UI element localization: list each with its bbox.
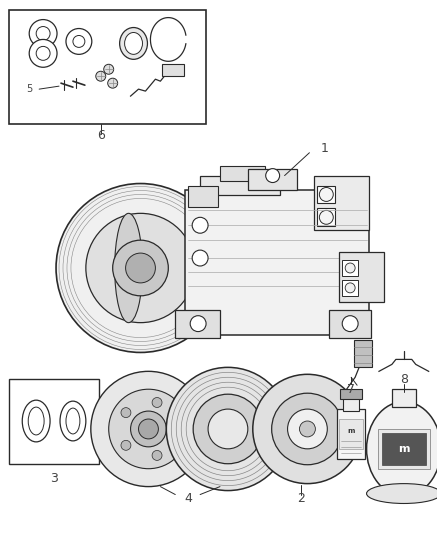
Text: 6: 6	[97, 130, 105, 142]
Text: 5: 5	[26, 84, 32, 94]
Bar	[337, 409, 365, 459]
Circle shape	[345, 263, 355, 273]
Ellipse shape	[60, 401, 86, 441]
Ellipse shape	[66, 408, 80, 434]
Circle shape	[342, 316, 358, 332]
Bar	[188, 185, 218, 207]
Circle shape	[319, 211, 333, 224]
Text: 1: 1	[320, 142, 328, 155]
Ellipse shape	[124, 33, 142, 54]
Circle shape	[66, 29, 92, 54]
Circle shape	[104, 64, 114, 74]
Bar	[343, 397, 359, 411]
Circle shape	[29, 39, 57, 67]
Circle shape	[300, 421, 315, 437]
Ellipse shape	[115, 213, 142, 322]
Circle shape	[113, 240, 168, 296]
Bar	[339, 252, 384, 302]
Circle shape	[190, 316, 206, 332]
Ellipse shape	[28, 407, 44, 435]
Bar	[354, 340, 372, 367]
Text: 8: 8	[400, 373, 408, 386]
Bar	[9, 10, 206, 124]
Bar	[200, 175, 279, 196]
Bar	[185, 190, 369, 335]
Bar	[329, 310, 371, 337]
Bar	[162, 64, 184, 76]
Text: 4: 4	[184, 492, 192, 505]
Bar	[392, 389, 416, 407]
Bar	[318, 185, 335, 204]
Bar	[339, 419, 363, 449]
Ellipse shape	[367, 402, 438, 496]
Ellipse shape	[367, 483, 438, 504]
Circle shape	[152, 398, 162, 407]
Circle shape	[29, 20, 57, 47]
Circle shape	[96, 71, 106, 81]
Bar	[175, 310, 220, 337]
Ellipse shape	[22, 400, 50, 442]
Text: 7: 7	[347, 383, 355, 395]
Circle shape	[345, 283, 355, 293]
Circle shape	[208, 409, 248, 449]
Circle shape	[253, 374, 362, 483]
Circle shape	[272, 393, 343, 465]
Circle shape	[138, 419, 159, 439]
Bar	[378, 429, 430, 469]
Ellipse shape	[120, 28, 148, 59]
Circle shape	[192, 250, 208, 266]
Circle shape	[266, 168, 279, 182]
Circle shape	[131, 411, 166, 447]
Bar	[220, 166, 265, 181]
Circle shape	[73, 36, 85, 47]
Bar	[318, 208, 335, 226]
Bar	[9, 379, 99, 464]
Bar	[342, 260, 358, 276]
Text: 2: 2	[297, 492, 305, 505]
Circle shape	[36, 46, 50, 60]
Circle shape	[126, 253, 155, 283]
Circle shape	[152, 450, 162, 461]
Circle shape	[288, 409, 327, 449]
Text: m: m	[398, 444, 410, 454]
Bar	[382, 433, 426, 465]
Circle shape	[121, 440, 131, 450]
Circle shape	[319, 188, 333, 201]
Circle shape	[56, 183, 225, 352]
Circle shape	[171, 424, 181, 434]
Bar	[248, 168, 297, 190]
Circle shape	[109, 389, 188, 469]
Circle shape	[166, 367, 290, 490]
Circle shape	[91, 372, 206, 487]
Bar	[342, 280, 358, 296]
Bar	[314, 175, 369, 230]
Text: 3: 3	[50, 472, 58, 485]
Circle shape	[36, 27, 50, 41]
Circle shape	[121, 408, 131, 417]
Circle shape	[193, 394, 263, 464]
Circle shape	[192, 217, 208, 233]
Circle shape	[108, 78, 118, 88]
Bar	[340, 389, 362, 399]
Circle shape	[86, 213, 195, 322]
Text: m: m	[347, 428, 355, 434]
